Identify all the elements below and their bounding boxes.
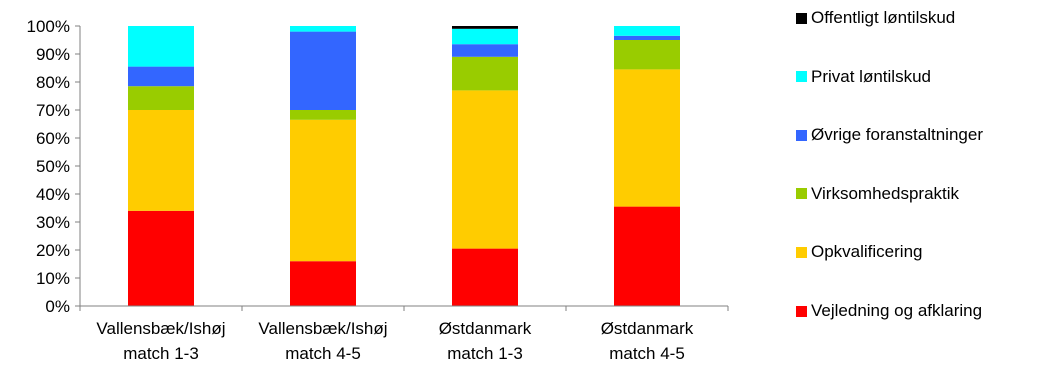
category-label: match 4-5 [285,344,361,363]
bar-segment-2-2 [452,56,518,91]
y-tick-label: 90% [36,45,70,64]
legend-item: Offentligt løntilskud [796,8,955,28]
legend-label: Øvrige foranstaltninger [811,125,983,145]
bar-segment-1-3 [614,69,680,207]
bar-segment-0-1 [290,261,356,306]
bar-segment-2-1 [290,110,356,120]
bar-segment-4-0 [128,26,194,67]
bar-segment-1-1 [290,119,356,262]
bar-segment-4-3 [614,26,680,36]
bar-segment-2-0 [128,86,194,110]
bar-segment-3-2 [452,44,518,57]
category-label: Østdanmark [439,319,532,338]
legend-item: Virksomhedspraktik [796,184,959,204]
legend-item: Privat løntilskud [796,67,931,87]
y-tick-label: 60% [36,129,70,148]
legend-swatch [796,71,807,83]
bar-segment-2-3 [614,40,680,70]
legend-label: Vejledning og afklaring [811,301,983,320]
legend-swatch [796,188,807,200]
y-tick-label: 100% [27,17,70,36]
category-label: Vallensbæk/Ishøj [96,319,225,338]
category-label: Østdanmark [601,319,694,338]
legend-item: Øvrige foranstaltninger [796,125,983,145]
y-tick-label: 40% [36,185,70,204]
bar-segment-0-2 [452,248,518,306]
y-tick-label: 30% [36,213,70,232]
legend: Offentligt løntilskud Privat løntilskud Øv… [796,0,1038,376]
category-label: match 1-3 [123,344,199,363]
legend-item: Opkvalificering [796,242,923,262]
legend-label: Privat løntilskud [811,66,931,86]
legend-label: Virksomhedspraktik [811,183,960,203]
bar-segment-1-2 [452,90,518,249]
axes-layer [75,25,729,311]
bar-segment-4-2 [452,28,518,45]
category-label: Vallensbæk/Ishøj [258,319,387,338]
category-label: match 1-3 [447,344,523,363]
category-label: match 4-5 [609,344,685,363]
legend-label: Offentligt løntilskud [811,8,956,27]
bar-segment-0-3 [614,206,680,306]
y-tick-label: 50% [36,157,70,176]
legend-swatch [796,129,807,141]
bar-segment-3-1 [290,31,356,111]
legend-swatch [796,246,807,258]
y-tick-label: 70% [36,101,70,120]
bar-segment-3-3 [614,35,680,40]
y-tick-label: 20% [36,241,70,260]
legend-item: Vejledning og afklaring [796,301,982,321]
labels-layer: 0% 10% 20% 30% 40% 50% 60% 70% 80% 90% 100% Vallens… [27,17,694,363]
bar-segment-0-0 [128,210,194,306]
legend-swatch [796,12,807,24]
legend-label: Opkvalificering [811,242,923,262]
legend-swatch [796,305,807,317]
y-tick-label: 10% [36,269,70,288]
bars-layer [128,26,680,306]
y-tick-label: 0% [45,297,70,316]
bar-segment-1-0 [128,110,194,211]
bar-segment-4-1 [290,26,356,32]
bar-segment-5-2 [452,26,518,29]
y-tick-label: 80% [36,73,70,92]
bar-segment-3-0 [128,66,194,87]
